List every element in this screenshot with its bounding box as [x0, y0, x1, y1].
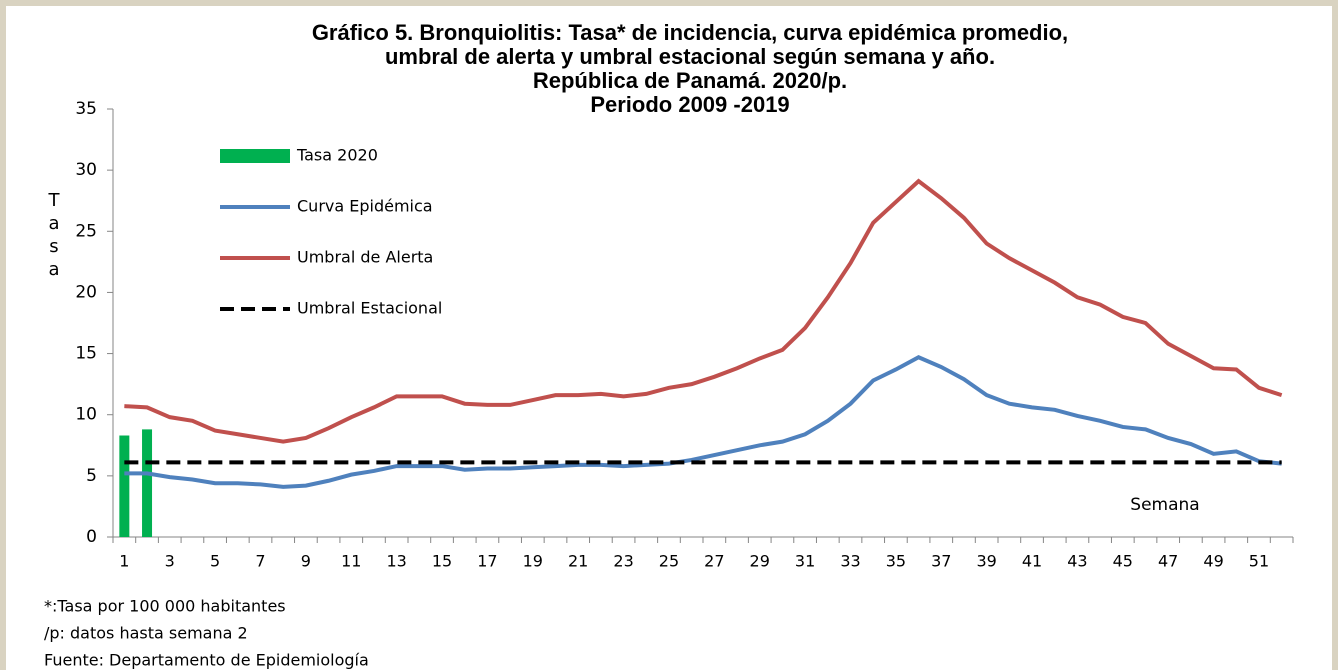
- x-tick-label: 47: [1158, 552, 1178, 571]
- footnote: Fuente: Departamento de Epidemiología: [44, 651, 369, 670]
- x-tick-label: 27: [704, 552, 724, 571]
- x-tick-label: 3: [165, 552, 175, 571]
- x-tick-label: 29: [750, 552, 770, 571]
- x-tick-label: 19: [523, 552, 543, 571]
- x-tick-label: 31: [795, 552, 815, 571]
- x-axis-label: Semana: [1130, 495, 1199, 515]
- x-tick-label: 45: [1113, 552, 1133, 571]
- y-tick-label: 10: [75, 405, 97, 425]
- x-tick-label: 11: [341, 552, 361, 571]
- y-tick-label: 20: [75, 282, 97, 302]
- chart-title: Gráfico 5. Bronquiolitis: Tasa* de incid…: [312, 20, 1068, 45]
- x-tick-label: 13: [386, 552, 406, 571]
- x-tick-label: 39: [976, 552, 996, 571]
- legend-swatch: [220, 149, 290, 163]
- footnote: *:Tasa por 100 000 habitantes: [44, 597, 286, 616]
- chart-title: Periodo 2009 -2019: [590, 92, 789, 117]
- x-tick-label: 23: [613, 552, 633, 571]
- y-tick-label: 5: [86, 466, 97, 486]
- x-tick-label: 1: [119, 552, 129, 571]
- bar: [142, 429, 153, 537]
- y-tick-label: 0: [86, 527, 97, 547]
- panel: [6, 6, 1332, 670]
- x-tick-label: 49: [1203, 552, 1223, 571]
- x-tick-label: 43: [1067, 552, 1087, 571]
- legend-label: Umbral Estacional: [297, 299, 442, 318]
- y-axis-label: Tasa: [44, 190, 65, 282]
- x-tick-label: 51: [1249, 552, 1269, 571]
- line-series: [124, 355, 1282, 489]
- x-tick-label: 33: [840, 552, 860, 571]
- footnote: /p: datos hasta semana 2: [44, 624, 248, 643]
- x-tick-label: 15: [432, 552, 452, 571]
- legend-label: Tasa 2020: [296, 146, 378, 165]
- y-tick-label: 25: [75, 221, 97, 241]
- x-tick-label: 35: [886, 552, 906, 571]
- y-tick-label: 30: [75, 160, 97, 180]
- bar: [119, 435, 130, 537]
- y-tick-label: 35: [75, 99, 97, 119]
- x-tick-label: 17: [477, 552, 497, 571]
- legend-label: Umbral de Alerta: [297, 248, 433, 267]
- legend-label: Curva Epidémica: [297, 197, 433, 216]
- x-tick-label: 21: [568, 552, 588, 571]
- x-tick-label: 41: [1022, 552, 1042, 571]
- x-tick-label: 7: [255, 552, 265, 571]
- chart-title: umbral de alerta y umbral estacional seg…: [385, 44, 995, 69]
- x-tick-label: 5: [210, 552, 220, 571]
- x-tick-label: 25: [659, 552, 679, 571]
- line-series: [124, 178, 1283, 444]
- x-tick-label: 37: [931, 552, 951, 571]
- y-tick-label: 15: [75, 344, 97, 364]
- x-tick-label: 9: [301, 552, 311, 571]
- chart-title: República de Panamá. 2020/p.: [533, 68, 847, 93]
